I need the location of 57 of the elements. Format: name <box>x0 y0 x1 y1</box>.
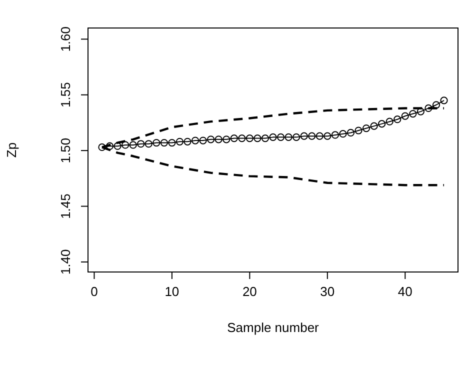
point <box>394 116 402 124</box>
point <box>144 140 152 148</box>
x-axis-title: Sample number <box>227 320 320 335</box>
point <box>276 133 285 141</box>
point <box>184 138 192 146</box>
point <box>432 101 440 109</box>
y-tick-label: 1.60 <box>58 26 73 52</box>
point <box>308 132 316 140</box>
point <box>362 124 370 132</box>
point <box>137 140 145 148</box>
point <box>199 136 207 144</box>
point <box>354 126 362 134</box>
point <box>160 138 168 147</box>
point <box>129 141 137 149</box>
x-tick-label: 0 <box>90 284 98 299</box>
point <box>401 112 409 120</box>
point <box>246 134 254 142</box>
point <box>440 96 448 104</box>
point <box>409 110 417 118</box>
x-tick-label: 40 <box>398 284 412 299</box>
point <box>230 134 238 142</box>
point <box>386 118 394 126</box>
x-tick-label: 30 <box>320 284 335 299</box>
point <box>370 122 378 130</box>
point <box>424 104 432 112</box>
y-tick-label: 1.45 <box>58 194 73 219</box>
point <box>168 138 176 147</box>
point <box>284 133 292 141</box>
point <box>324 132 332 140</box>
point <box>152 138 160 147</box>
point <box>292 133 300 141</box>
point <box>254 134 262 142</box>
point <box>339 130 347 138</box>
point <box>261 134 270 142</box>
point <box>222 136 230 144</box>
y-tick-label: 1.50 <box>58 138 73 164</box>
point <box>346 128 355 137</box>
point <box>114 142 122 150</box>
point <box>416 108 424 116</box>
point <box>214 136 222 144</box>
point <box>331 131 339 139</box>
point <box>122 141 130 149</box>
x-tick-label: 20 <box>242 284 257 299</box>
y-tick-label: 1.55 <box>58 82 73 108</box>
point <box>378 120 386 128</box>
point <box>300 132 308 140</box>
point <box>191 136 200 144</box>
point <box>176 138 184 146</box>
x-tick-label: 10 <box>164 284 180 299</box>
point <box>98 143 106 152</box>
point <box>106 142 114 150</box>
point <box>238 134 246 142</box>
point <box>316 132 324 140</box>
point <box>269 133 277 141</box>
y-axis-title: Zp <box>4 142 19 158</box>
y-tick-label: 1.40 <box>58 249 73 275</box>
point <box>207 136 215 144</box>
